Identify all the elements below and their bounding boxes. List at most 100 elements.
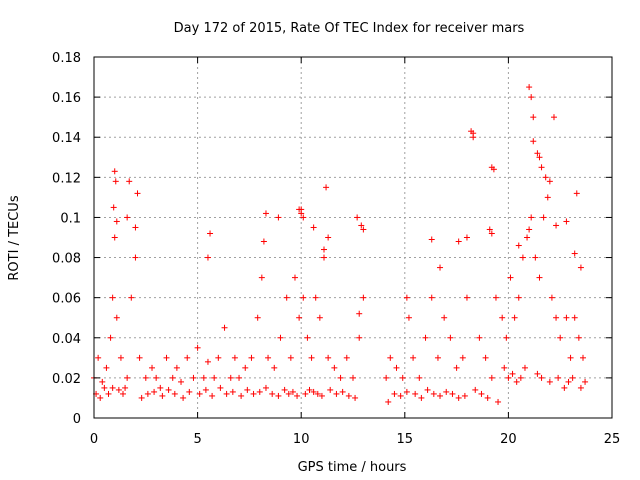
data-point <box>190 374 197 381</box>
data-point <box>515 242 522 249</box>
data-point <box>403 388 410 395</box>
data-point <box>271 364 278 371</box>
data-point <box>499 314 506 321</box>
data-point <box>455 238 462 245</box>
data-point <box>517 374 524 381</box>
y-tick-label: 0 <box>73 412 81 427</box>
data-point <box>262 384 269 391</box>
data-point <box>495 398 502 405</box>
data-point <box>144 390 151 397</box>
data-point <box>403 294 410 301</box>
x-tick-label: 20 <box>500 432 517 447</box>
data-point <box>325 354 332 361</box>
data-point <box>577 384 584 391</box>
data-point <box>221 324 228 331</box>
data-point <box>310 224 317 231</box>
y-axis-label: ROTI / TECUs <box>7 195 22 280</box>
data-point <box>109 294 116 301</box>
axis-ticks: 0 5 10 15 20 25 0 0.02 0.04 0.06 0.08 0.1 0.12 0.14 0.… <box>52 51 620 447</box>
data-point <box>111 234 118 241</box>
data-point <box>306 386 313 393</box>
data-point <box>524 234 531 241</box>
data-point <box>285 390 292 397</box>
data-point <box>136 354 143 361</box>
data-point <box>546 178 553 185</box>
data-point <box>250 390 257 397</box>
data-point <box>122 384 129 391</box>
data-point <box>399 374 406 381</box>
data-point <box>318 392 325 399</box>
data-point <box>327 386 334 393</box>
data-point <box>478 390 485 397</box>
data-point <box>488 230 495 237</box>
data-point <box>103 364 110 371</box>
data-point <box>463 234 470 241</box>
data-point <box>548 294 555 301</box>
data-point <box>95 354 102 361</box>
data-point <box>128 294 135 301</box>
data-point <box>476 334 483 341</box>
data-point <box>521 364 528 371</box>
data-point <box>331 364 338 371</box>
data-point <box>428 236 435 243</box>
data-point <box>544 194 551 201</box>
data-point <box>550 114 557 121</box>
data-point <box>296 206 303 213</box>
data-point <box>304 334 311 341</box>
data-point <box>110 204 117 211</box>
data-point <box>575 334 582 341</box>
data-point <box>385 398 392 405</box>
data-point <box>449 390 456 397</box>
data-point <box>109 384 116 391</box>
data-point <box>509 370 516 377</box>
plot-frame <box>93 56 613 419</box>
data-point <box>294 392 301 399</box>
data-point <box>557 334 564 341</box>
data-point <box>275 214 282 221</box>
data-point <box>515 294 522 301</box>
data-point <box>410 354 417 361</box>
data-point <box>424 386 431 393</box>
data-point <box>310 388 317 395</box>
data-point <box>538 374 545 381</box>
data-point <box>256 388 263 395</box>
data-point <box>142 374 149 381</box>
data-point <box>528 94 535 101</box>
data-point <box>569 374 576 381</box>
data-point <box>507 274 514 281</box>
data-point <box>244 386 251 393</box>
data-point <box>157 384 164 391</box>
data-point <box>269 390 276 397</box>
data-point <box>563 314 570 321</box>
data-point <box>117 354 124 361</box>
data-point <box>356 334 363 341</box>
data-point <box>422 334 429 341</box>
x-tick-label: 15 <box>397 432 414 447</box>
data-point <box>163 354 170 361</box>
data-point <box>200 374 207 381</box>
data-point <box>430 390 437 397</box>
data-point <box>571 250 578 257</box>
data-point <box>513 378 520 385</box>
data-point <box>120 390 127 397</box>
y-tick-label: 0.14 <box>52 131 81 146</box>
data-point <box>337 374 344 381</box>
data-point <box>277 334 284 341</box>
data-point <box>204 254 211 261</box>
data-point <box>107 334 114 341</box>
data-point <box>490 166 497 173</box>
data-point <box>207 230 214 237</box>
data-point <box>553 222 560 229</box>
data-point <box>443 388 450 395</box>
y-tick-label: 0.16 <box>52 91 81 106</box>
data-point <box>291 274 298 281</box>
x-tick-label: 25 <box>604 432 621 447</box>
data-point <box>534 150 541 157</box>
data-point <box>209 392 216 399</box>
data-point <box>470 130 477 137</box>
data-point <box>283 294 290 301</box>
data-point <box>204 358 211 365</box>
data-point <box>300 214 307 221</box>
data-point <box>536 154 543 161</box>
